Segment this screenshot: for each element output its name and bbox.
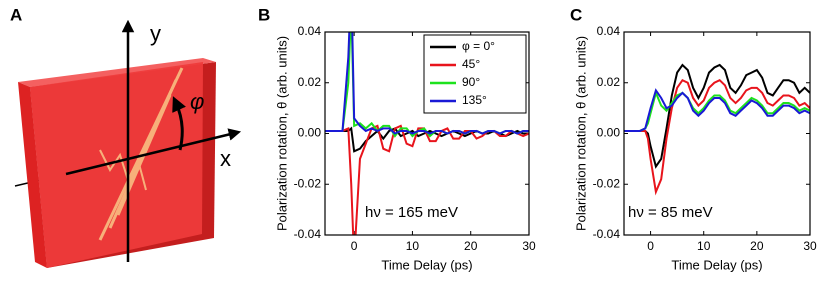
- x-axis: [65, 128, 242, 176]
- plot-lines: [325, 32, 529, 235]
- legend-label: 45°: [462, 57, 480, 71]
- x-tick-label: 20: [464, 239, 478, 253]
- x-tick-label: 30: [803, 239, 817, 253]
- annotation: hν = 165 meV: [365, 204, 458, 221]
- plot-frame: [623, 31, 811, 236]
- plot-lines: [624, 63, 810, 196]
- y-axis-label: Polarization rotation, θ (arb. units): [274, 36, 289, 231]
- panel-label: A: [10, 5, 22, 24]
- y-tick-label: 0.00: [597, 126, 621, 140]
- x-axis-label: Time Delay (ps): [671, 257, 762, 272]
- series-line: [624, 89, 810, 132]
- panel-label: C: [570, 5, 582, 24]
- y-tick-label: 0.04: [298, 24, 322, 38]
- y-tick-label: 0.04: [597, 24, 621, 38]
- angle-arrow: [172, 96, 186, 151]
- x-tick-label: 0: [351, 239, 358, 253]
- series-line: [624, 78, 810, 196]
- x-axis-label: Time Delay (ps): [381, 257, 472, 272]
- plot-frame: [324, 31, 530, 236]
- annotation: hν = 85 meV: [628, 204, 713, 221]
- legend-label: 135°: [462, 93, 487, 107]
- slab-front: [30, 62, 203, 268]
- y-tick-label: -0.04: [593, 227, 621, 241]
- x-tick-label: 0: [647, 239, 654, 253]
- panel-label: B: [258, 5, 270, 24]
- legend-label: 90°: [462, 75, 480, 89]
- chart: C -0.04 -0.02 0.00 0.02 0.04 0 10 20 30 Time Delay…: [570, 5, 817, 272]
- x-tick-label: 10: [697, 239, 711, 253]
- x-tick-label: 20: [750, 239, 764, 253]
- y-tick-label: 0.00: [298, 126, 322, 140]
- y-tick-label: -0.02: [593, 176, 621, 190]
- x-axis-label: x: [220, 146, 231, 171]
- series-line: [624, 88, 810, 132]
- chart: B -0.04 -0.02 0.00 0.02 0.04 0 10 20 30 Time Delay…: [258, 5, 536, 272]
- angle-label: φ: [190, 89, 204, 114]
- y-axis-label: Polarization rotation, θ (arb. units): [573, 36, 588, 231]
- legend-label: φ = 0°: [462, 39, 495, 53]
- y-tick-label: 0.02: [298, 75, 322, 89]
- y-axis-label: y: [150, 21, 161, 46]
- y-tick-label: 0.02: [597, 75, 621, 89]
- panel-a: A y x φ: [10, 5, 242, 268]
- series-line: [325, 32, 529, 135]
- series-line: [624, 63, 810, 169]
- slab-top: [18, 58, 216, 87]
- y-tick-label: -0.04: [294, 227, 322, 241]
- slab-edge: [18, 82, 47, 268]
- x-tick-label: 10: [406, 239, 420, 253]
- y-tick-label: -0.02: [294, 176, 322, 190]
- x-tick-label: 30: [522, 239, 536, 253]
